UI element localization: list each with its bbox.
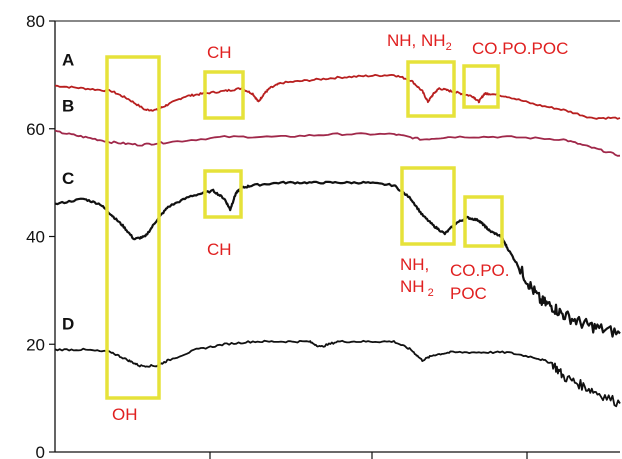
annot-nh-mid-1: NH,: [400, 255, 429, 274]
copo-box-top: [462, 64, 500, 109]
y-ticks: 0 20 40 60 80: [26, 12, 55, 459]
annot-nh-mid-2-main: NH: [400, 277, 425, 296]
series-line-a: [54, 74, 621, 120]
annot-copo-mid-2: POC: [450, 284, 487, 303]
annotations: OH CH NH, NH2 CO.PO.POC CH NH, NH 2 CO.PO…: [112, 31, 568, 424]
annot-ch-mid: CH: [207, 240, 232, 259]
series-letters: A B C D: [62, 51, 74, 334]
highlight-boxes: [105, 55, 504, 400]
annot-oh: OH: [112, 405, 138, 424]
series-line-d: [54, 339, 621, 408]
x-ticks: [209, 452, 528, 459]
series-line-b: [54, 129, 621, 157]
annot-nh-mid-2-sub: 2: [428, 287, 434, 299]
annot-nh-mid-2: NH 2: [400, 277, 434, 299]
annot-nh-top-sub: 2: [446, 41, 452, 53]
series-line-c: [54, 180, 621, 338]
annot-ch-top: CH: [207, 43, 232, 62]
y-tick-label: 20: [26, 335, 45, 354]
annot-copo-mid-1: CO.PO.: [450, 261, 510, 280]
nh-box-top: [406, 60, 456, 118]
annot-nh-top-main: NH, NH: [387, 31, 446, 50]
annot-nh-top: NH, NH2: [387, 31, 452, 53]
ch-box-mid: [203, 169, 243, 219]
nh-box-mid: [400, 166, 456, 246]
series-layer: [54, 74, 621, 408]
y-tick-label: 40: [26, 228, 45, 247]
series-label-c: C: [62, 169, 74, 188]
series-label-d: D: [62, 315, 74, 334]
oh-box: [105, 55, 161, 400]
copo-box-mid: [463, 195, 504, 248]
series-label-a: A: [62, 51, 74, 70]
y-tick-label: 80: [26, 12, 45, 31]
axes: [54, 20, 620, 453]
annot-copo-top: CO.PO.POC: [472, 39, 568, 58]
y-tick-label: 0: [36, 443, 45, 459]
series-label-b: B: [62, 96, 74, 115]
ch-box-top: [203, 70, 245, 120]
y-tick-label: 60: [26, 120, 45, 139]
